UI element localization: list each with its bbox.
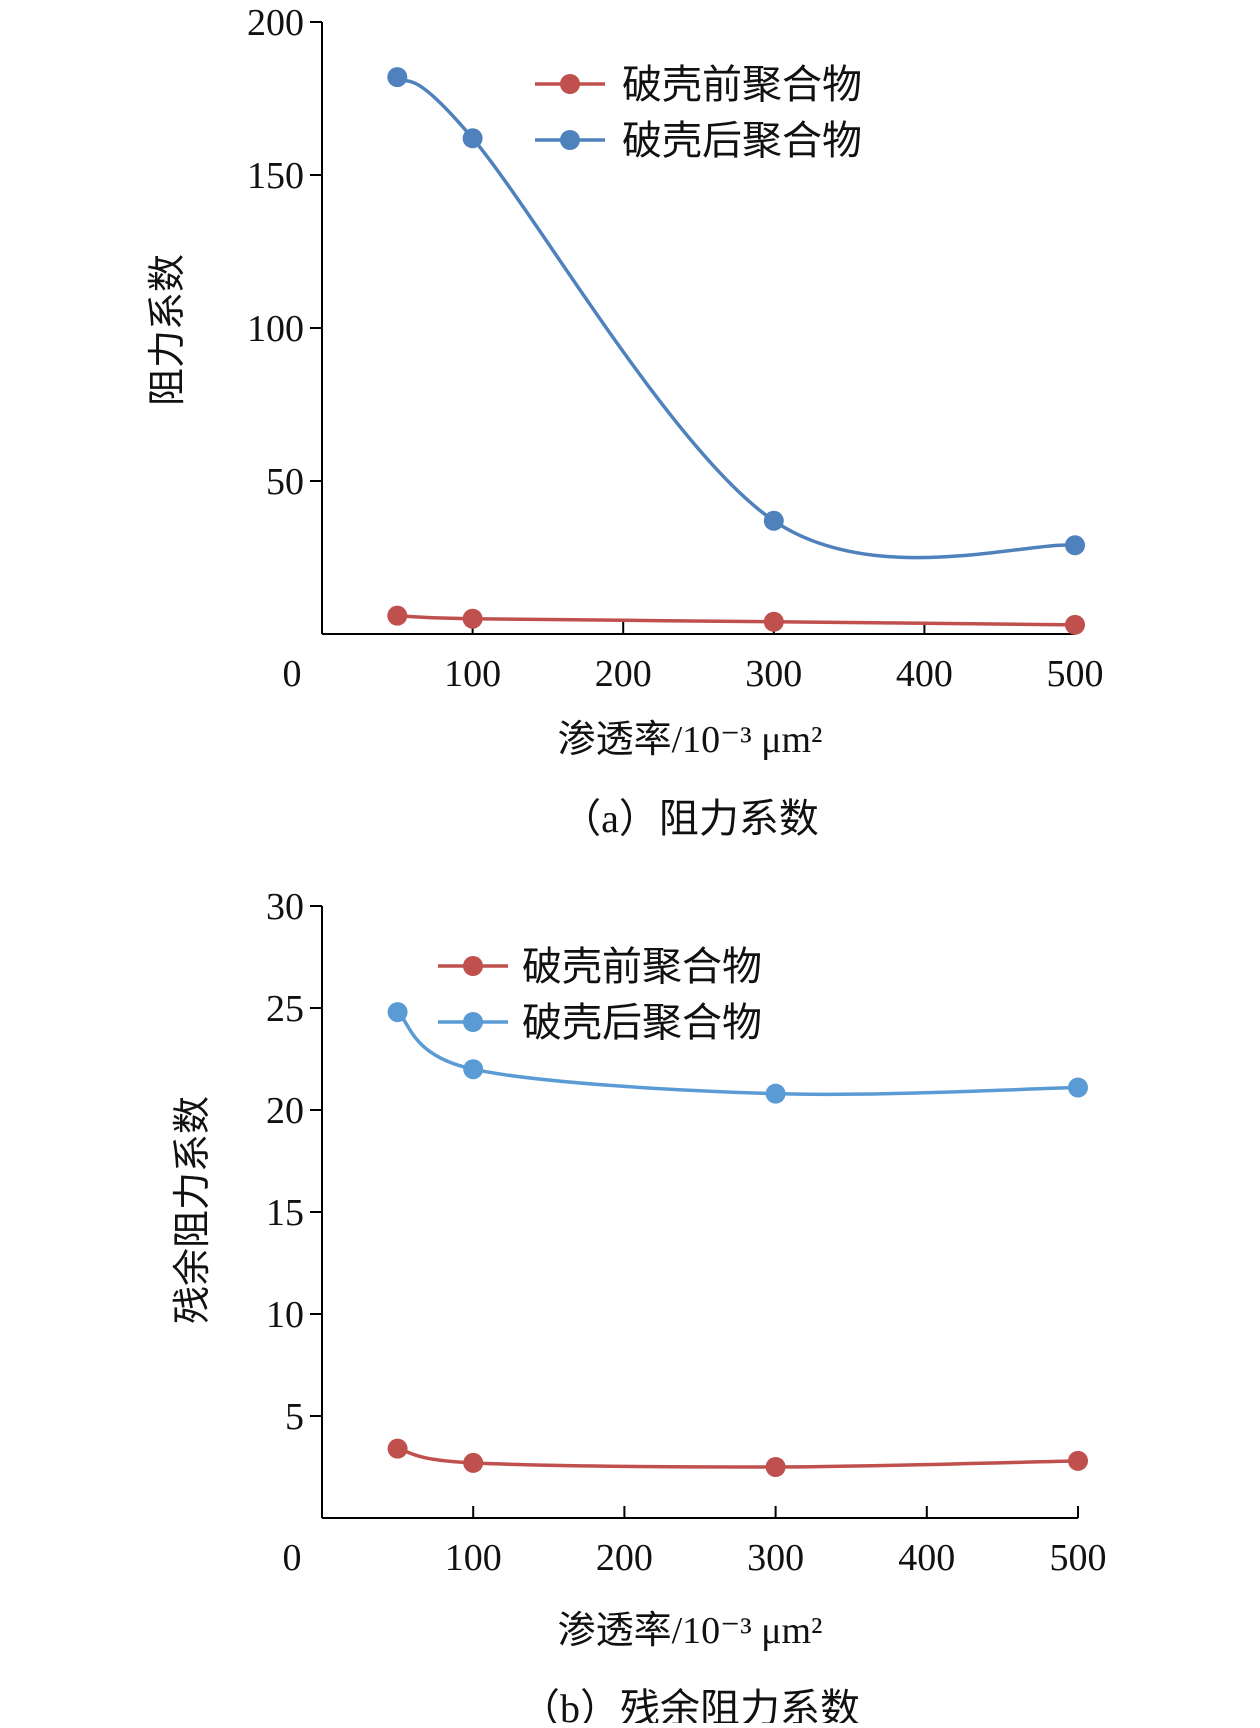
data-point — [1068, 1077, 1088, 1098]
data-point — [462, 128, 483, 149]
x-tick-label: 100 — [444, 653, 501, 695]
data-point — [1068, 1450, 1088, 1471]
legend-swatch-marker — [463, 956, 483, 976]
y-tick-label: 30 — [266, 886, 304, 928]
data-point — [462, 608, 483, 629]
panel-caption: （a）阻力系数 — [561, 796, 819, 841]
y-tick-label: 150 — [247, 155, 304, 197]
legend-label: 破壳后聚合物 — [622, 118, 862, 163]
data-point — [1065, 535, 1085, 556]
series-line — [397, 1446, 1079, 1469]
legend-swatch-marker — [560, 130, 580, 150]
legend-label: 破壳前聚合物 — [522, 944, 762, 989]
y-tick-label: 200 — [247, 2, 304, 44]
y-tick-label: 5 — [285, 1396, 304, 1438]
legend-swatch-marker — [463, 1012, 483, 1032]
data-point — [463, 1452, 484, 1473]
y-axis-title: 残余阻力系数 — [172, 1096, 214, 1324]
data-point — [387, 67, 408, 88]
series-line — [397, 613, 1076, 627]
data-point — [765, 1083, 786, 1104]
data-point — [387, 1438, 408, 1459]
y-tick-label: 20 — [266, 1090, 304, 1132]
x-tick-label: 500 — [1050, 1537, 1107, 1579]
data-point — [463, 1059, 484, 1080]
x-tick-label: 100 — [445, 1537, 502, 1579]
data-point — [387, 1002, 408, 1023]
legend-label: 破壳后聚合物 — [522, 1000, 762, 1045]
x-tick-label: 300 — [747, 1537, 804, 1579]
data-point — [387, 605, 408, 626]
x-axis-title: 渗透率/10⁻³ μm² — [558, 719, 823, 761]
x-tick-label: 300 — [745, 653, 802, 695]
x-tick-label: 0 — [283, 1537, 302, 1579]
data-point — [763, 510, 784, 531]
series-line — [396, 1010, 1079, 1097]
legend-swatch-marker — [560, 74, 580, 94]
y-tick-label: 15 — [266, 1192, 304, 1234]
data-point — [1065, 614, 1085, 635]
x-tick-label: 0 — [283, 653, 302, 695]
legend-label: 破壳前聚合物 — [622, 62, 862, 107]
data-point — [765, 1457, 786, 1477]
x-tick-label: 200 — [595, 653, 652, 695]
y-tick-label: 10 — [266, 1294, 304, 1336]
series-line — [396, 75, 1076, 560]
y-axis-title: 阻力系数 — [147, 254, 189, 406]
x-tick-label: 200 — [596, 1537, 653, 1579]
data-point — [763, 611, 784, 632]
x-tick-label: 400 — [898, 1537, 955, 1579]
x-tick-label: 500 — [1047, 653, 1104, 695]
x-axis-title: 渗透率/10⁻³ μm² — [558, 1610, 823, 1652]
x-tick-label: 400 — [896, 653, 953, 695]
panel-caption: （b）残余阻力系数 — [520, 1686, 860, 1723]
y-tick-label: 100 — [247, 308, 304, 350]
y-tick-label: 25 — [266, 988, 304, 1030]
y-tick-label: 50 — [266, 461, 304, 503]
